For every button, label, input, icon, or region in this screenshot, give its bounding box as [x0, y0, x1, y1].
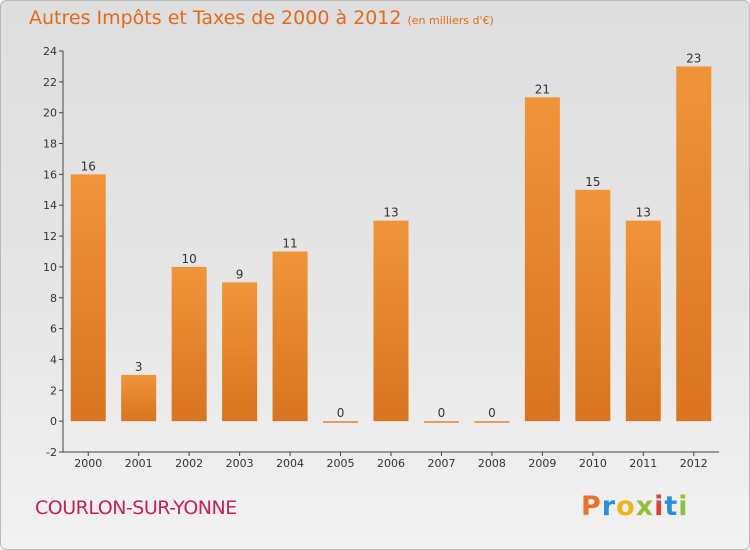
x-tick-label-2003: 2003	[226, 457, 254, 470]
data-label-2002: 10	[182, 252, 197, 266]
logo-letter: P	[581, 491, 602, 522]
y-tick-label: 6	[50, 323, 57, 336]
bar-2006	[373, 220, 409, 422]
x-tick-label-2004: 2004	[276, 457, 304, 470]
x-tick-label-2007: 2007	[427, 457, 455, 470]
y-tick-label: 10	[43, 261, 57, 274]
y-tick-label: 4	[50, 353, 57, 366]
logo-letter: o	[616, 491, 636, 522]
bar-2007	[423, 421, 459, 423]
x-tick-label-2009: 2009	[528, 457, 556, 470]
data-label-2000: 16	[81, 159, 96, 173]
logo-letter: i	[654, 491, 665, 522]
bar-2000	[70, 174, 106, 422]
y-tick-label: 8	[50, 292, 57, 305]
commune-name: COURLON-SUR-YONNE	[35, 497, 237, 519]
bar-2004	[272, 251, 308, 422]
x-tick-label-2005: 2005	[327, 457, 355, 470]
y-tick-label: 24	[43, 45, 57, 58]
data-label-2006: 13	[383, 206, 398, 220]
data-label-2003: 9	[236, 267, 244, 281]
bar-2011	[625, 220, 661, 422]
data-label-2012: 23	[686, 51, 701, 65]
data-label-2004: 11	[282, 237, 297, 251]
y-tick-label: -2	[46, 446, 57, 459]
y-tick-label: 14	[43, 199, 57, 212]
y-tick-label: 12	[43, 230, 57, 243]
bar-2002	[171, 266, 207, 422]
bar-2010	[575, 189, 611, 422]
bar-2009	[524, 97, 560, 422]
x-tick-label-2002: 2002	[175, 457, 203, 470]
data-label-2007: 0	[438, 406, 446, 420]
x-tick-label-2008: 2008	[478, 457, 506, 470]
logo-letter: r	[601, 491, 617, 522]
data-label-2008: 0	[488, 406, 496, 420]
chart-title-unit: (en milliers d'€)	[407, 14, 494, 27]
logo-letter: t	[664, 491, 679, 522]
data-label-2005: 0	[337, 406, 345, 420]
x-tick-label-2010: 2010	[579, 457, 607, 470]
y-tick-label: 0	[50, 415, 57, 428]
y-tick-label: 22	[43, 76, 57, 89]
bar-2001	[121, 374, 157, 422]
data-label-2009: 21	[535, 82, 550, 96]
x-tick-label-2012: 2012	[680, 457, 708, 470]
chart-title: Autres Impôts et Taxes de 2000 à 2012 (en…	[29, 7, 494, 29]
x-tick-label-2006: 2006	[377, 457, 405, 470]
data-label-2010: 15	[585, 175, 600, 189]
proxiti-logo: Proxiti	[581, 491, 689, 522]
data-label-2011: 13	[636, 206, 651, 220]
chart-title-main: Autres Impôts et Taxes de 2000 à 2012	[29, 7, 402, 29]
x-tick-label-2001: 2001	[125, 457, 153, 470]
x-tick-label-2011: 2011	[629, 457, 657, 470]
y-tick-label: 18	[43, 138, 57, 151]
data-label-2001: 3	[135, 360, 143, 374]
y-tick-label: 16	[43, 168, 57, 181]
logo-letter: i	[678, 491, 689, 522]
bar-2008	[474, 421, 510, 423]
bar-2012	[676, 66, 712, 422]
bar-2005	[323, 421, 359, 423]
y-tick-label: 2	[50, 384, 57, 397]
logo-letter: x	[635, 491, 655, 522]
x-tick-label-2000: 2000	[74, 457, 102, 470]
y-tick-label: 20	[43, 107, 57, 120]
bar-2003	[222, 282, 258, 422]
